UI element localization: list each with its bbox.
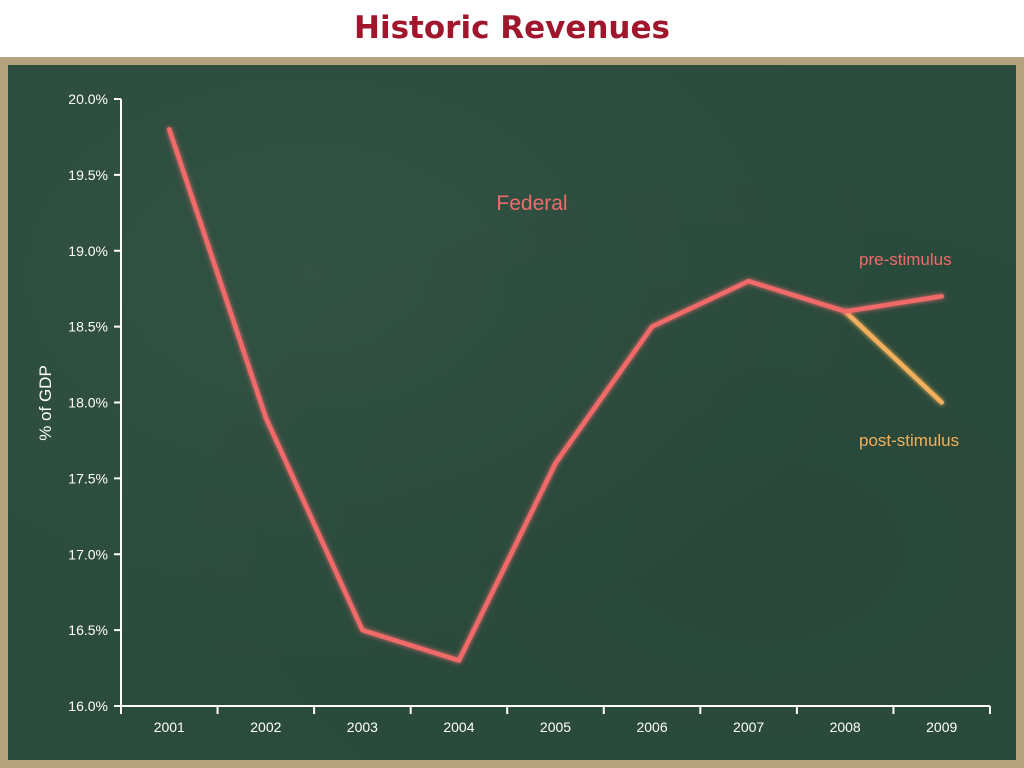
chalkboard-background bbox=[8, 65, 1016, 760]
y-tick-label: 19.0% bbox=[68, 243, 108, 259]
x-tick-label: 2006 bbox=[636, 719, 667, 735]
y-tick-label: 16.5% bbox=[68, 622, 108, 638]
annotation-post-stimulus: post-stimulus bbox=[859, 431, 959, 450]
data-point bbox=[554, 461, 557, 465]
data-point bbox=[264, 416, 268, 420]
data-point bbox=[747, 279, 751, 283]
x-tick-label: 2009 bbox=[926, 719, 957, 735]
x-tick-label: 2007 bbox=[733, 719, 764, 735]
data-point bbox=[167, 127, 171, 131]
y-tick-label: 16.0% bbox=[68, 698, 108, 714]
x-tick-label: 2008 bbox=[830, 719, 861, 735]
y-tick-label: 18.5% bbox=[68, 319, 108, 335]
y-axis-label: % of GDP bbox=[36, 365, 55, 441]
annotations: Federal pre-stimulus post-stimulus bbox=[496, 192, 959, 450]
x-tick-label: 2001 bbox=[154, 719, 185, 735]
y-tick-label: 17.5% bbox=[68, 470, 108, 486]
x-tick-label: 2002 bbox=[250, 719, 281, 735]
annotation-federal: Federal bbox=[496, 192, 567, 215]
data-point bbox=[360, 628, 364, 632]
data-point bbox=[940, 401, 944, 404]
chart-title: Historic Revenues bbox=[354, 10, 670, 46]
series-lines bbox=[167, 127, 944, 663]
x-tick-label: 2003 bbox=[347, 719, 378, 735]
x-tick-label: 2005 bbox=[540, 719, 571, 735]
data-point bbox=[843, 309, 847, 313]
y-tick-label: 17.0% bbox=[68, 546, 108, 562]
y-tick-label: 19.5% bbox=[68, 167, 108, 183]
axes: 20.0% 19.5% 19.0% 18.5% 18.0% 17.5% 17.0% 16.5%… bbox=[68, 91, 991, 735]
series-line-post-stimulus bbox=[842, 309, 944, 405]
annotation-pre-stimulus: pre-stimulus bbox=[859, 250, 952, 269]
x-tick-label: 2004 bbox=[443, 719, 474, 735]
data-point bbox=[457, 658, 461, 662]
y-tick-label: 20.0% bbox=[68, 91, 108, 107]
data-point bbox=[650, 325, 654, 329]
data-point bbox=[940, 294, 944, 298]
y-tick-label: 18.0% bbox=[68, 395, 108, 411]
